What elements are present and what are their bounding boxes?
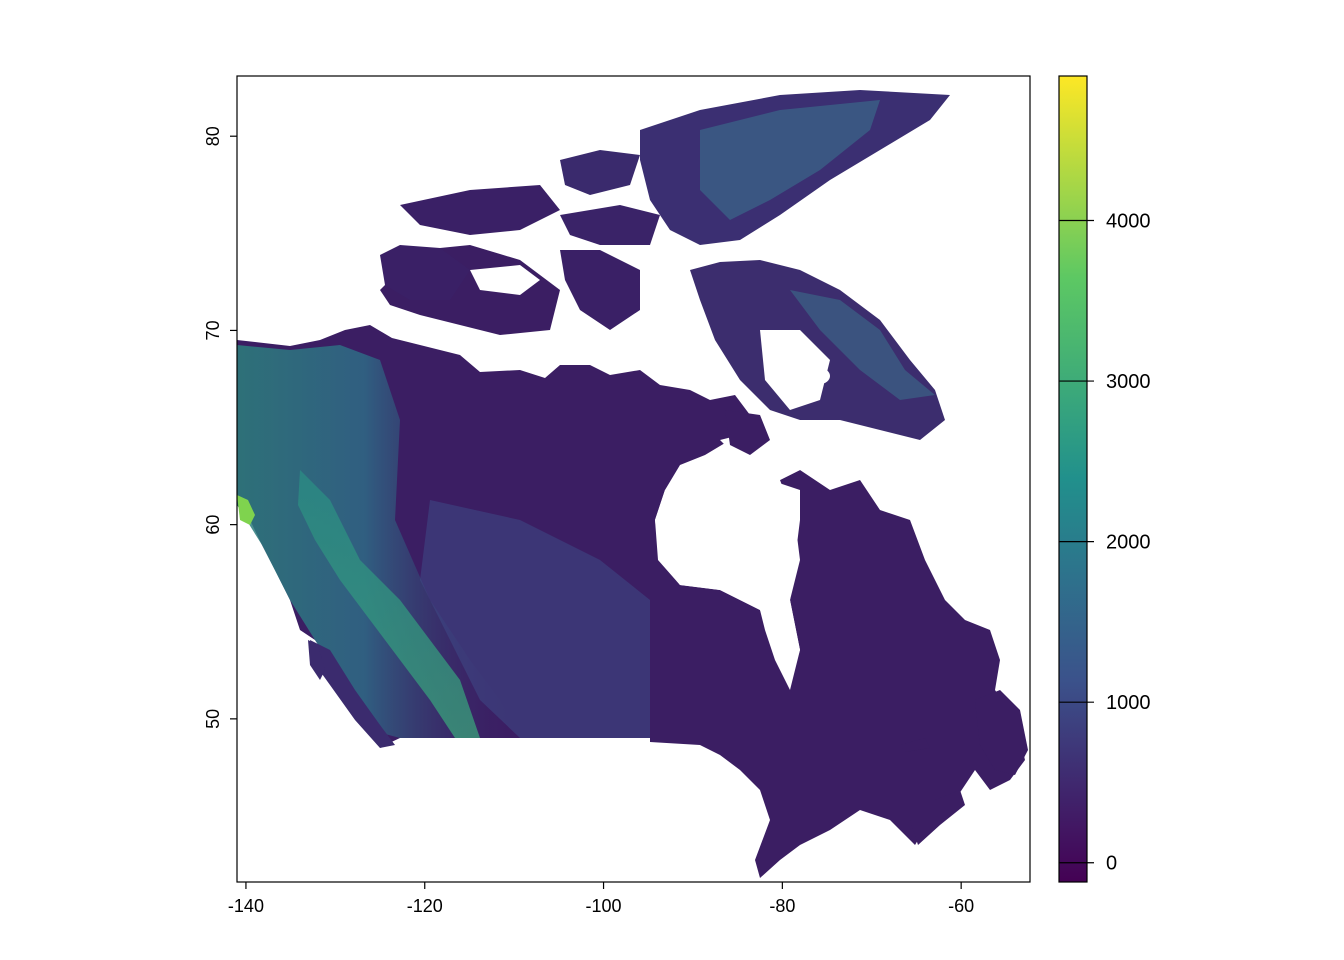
canada-elevation-raster bbox=[237, 90, 1028, 878]
x-tick-label: -140 bbox=[228, 896, 264, 916]
x-axis: -140 -120 -100 -80 -60 bbox=[228, 882, 974, 916]
y-tick-label: 50 bbox=[203, 709, 223, 729]
nova-scotia bbox=[910, 790, 965, 845]
newfoundland bbox=[975, 690, 1028, 775]
haida-gwaii bbox=[308, 640, 325, 680]
vancouver-island bbox=[310, 640, 395, 748]
colorbar-tick-label: 2000 bbox=[1106, 532, 1151, 554]
colorbar-legend: 0 1000 2000 3000 4000 bbox=[1058, 75, 1151, 883]
colorbar-tick-label: 0 bbox=[1106, 853, 1117, 875]
y-tick-label: 70 bbox=[203, 320, 223, 340]
cordillera-tint bbox=[237, 345, 520, 738]
colorbar-tick-label: 1000 bbox=[1106, 692, 1151, 714]
parry-islands bbox=[400, 185, 560, 235]
x-tick-label: -60 bbox=[948, 896, 974, 916]
lake-nettilling bbox=[810, 368, 830, 384]
southampton-island bbox=[725, 410, 770, 455]
colorbar-tick-label: 4000 bbox=[1106, 211, 1151, 233]
colorbar-gradient bbox=[1058, 75, 1088, 883]
ellesmere-icecap bbox=[700, 100, 880, 220]
y-tick-label: 60 bbox=[203, 515, 223, 535]
arctic-channel-1 bbox=[470, 265, 540, 295]
rocky-mountains bbox=[298, 470, 480, 738]
hudson-bay bbox=[655, 468, 800, 690]
banks-island bbox=[380, 245, 470, 300]
x-tick-label: -100 bbox=[586, 896, 622, 916]
y-tick-label: 80 bbox=[203, 126, 223, 146]
x-tick-label: -80 bbox=[769, 896, 795, 916]
colorbar-tick-label: 3000 bbox=[1106, 371, 1151, 393]
anticosti bbox=[900, 738, 930, 752]
colorbar-ticks: 0 1000 2000 3000 4000 bbox=[1059, 211, 1151, 875]
baffin-highlands bbox=[790, 290, 935, 400]
st-elias-peak bbox=[237, 495, 255, 525]
plot-frame bbox=[236, 75, 1031, 883]
x-tick-label: -120 bbox=[407, 896, 443, 916]
devon-island bbox=[560, 205, 660, 245]
axel-heiberg bbox=[560, 150, 640, 195]
arctic-channel-2 bbox=[650, 290, 700, 350]
foxe-basin bbox=[760, 330, 830, 410]
somerset-island bbox=[560, 250, 640, 330]
y-axis: 50 60 70 80 bbox=[203, 126, 237, 729]
prairies-tint bbox=[420, 500, 650, 738]
